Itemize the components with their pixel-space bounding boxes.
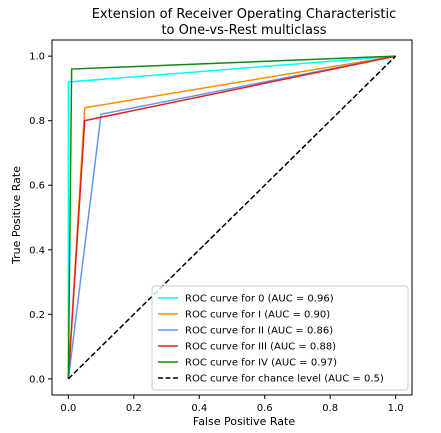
- x-tick-label: 1.0: [388, 403, 404, 414]
- series-line-4: [67, 55, 396, 379]
- legend-entry: ROC curve for II (AUC = 0.86): [185, 326, 333, 337]
- legend: ROC curve for 0 (AUC = 0.96) ROC curve fo…: [151, 285, 409, 391]
- legend-entry: ROC curve for 0 (AUC = 0.96): [185, 294, 334, 305]
- chart-title: Extension of Receiver Operating Characte…: [92, 7, 397, 22]
- x-tick-label: 0.8: [322, 403, 338, 414]
- x-tick-label: 0.0: [60, 403, 76, 414]
- y-axis-label: True Positive Rate: [10, 166, 23, 265]
- series-line-2: [67, 55, 396, 379]
- axis-ticks: 0.0 0.2 0.4 0.6 0.8 1.0 0.0 0.2 0.4 0.6 0.8 1.0: [29, 52, 403, 414]
- series-line-0: [67, 55, 396, 379]
- series-lines: [67, 55, 397, 380]
- x-tick-label: 0.4: [191, 403, 207, 414]
- y-tick-label: 0.6: [29, 181, 45, 192]
- y-tick-label: 0.4: [29, 245, 45, 256]
- y-tick-label: 0.0: [29, 374, 45, 385]
- legend-box: [151, 285, 409, 391]
- x-axis-label: False Positive Rate: [193, 415, 295, 428]
- chart-subtitle: to One-vs-Rest multiclass: [161, 23, 326, 38]
- y-tick-label: 0.8: [29, 116, 45, 127]
- legend-entry: ROC curve for III (AUC = 0.88): [185, 342, 336, 353]
- legend-entry: ROC curve for chance level (AUC = 0.5): [185, 374, 384, 385]
- series-line-3: [67, 55, 396, 379]
- y-tick-label: 0.2: [29, 310, 45, 321]
- axes-frame: [51, 39, 413, 396]
- x-tick-label: 0.6: [257, 403, 273, 414]
- plot-frame: [51, 39, 413, 396]
- legend-entry: ROC curve for I (AUC = 0.90): [185, 310, 330, 321]
- legend-entry: ROC curve for IV (AUC = 0.97): [185, 358, 337, 369]
- series-line-5: [67, 55, 397, 380]
- x-tick-label: 0.2: [126, 403, 142, 414]
- y-tick-label: 1.0: [29, 52, 45, 63]
